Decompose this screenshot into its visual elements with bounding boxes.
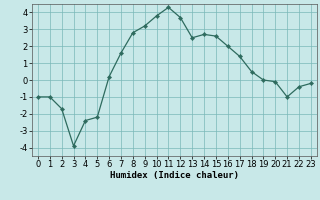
X-axis label: Humidex (Indice chaleur): Humidex (Indice chaleur): [110, 171, 239, 180]
